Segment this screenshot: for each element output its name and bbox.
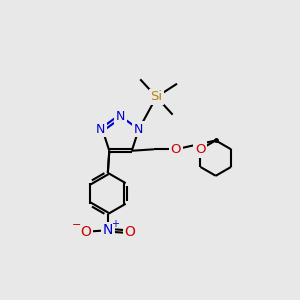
Text: N: N bbox=[134, 123, 143, 136]
Text: O: O bbox=[80, 225, 91, 239]
Text: Si: Si bbox=[150, 91, 163, 103]
Text: N: N bbox=[116, 110, 125, 123]
Text: N: N bbox=[103, 223, 113, 237]
Text: O: O bbox=[171, 143, 181, 156]
Text: N: N bbox=[96, 123, 106, 136]
Text: −: − bbox=[72, 220, 81, 230]
Text: O: O bbox=[124, 225, 135, 239]
Text: O: O bbox=[195, 143, 206, 156]
Text: +: + bbox=[111, 219, 119, 229]
